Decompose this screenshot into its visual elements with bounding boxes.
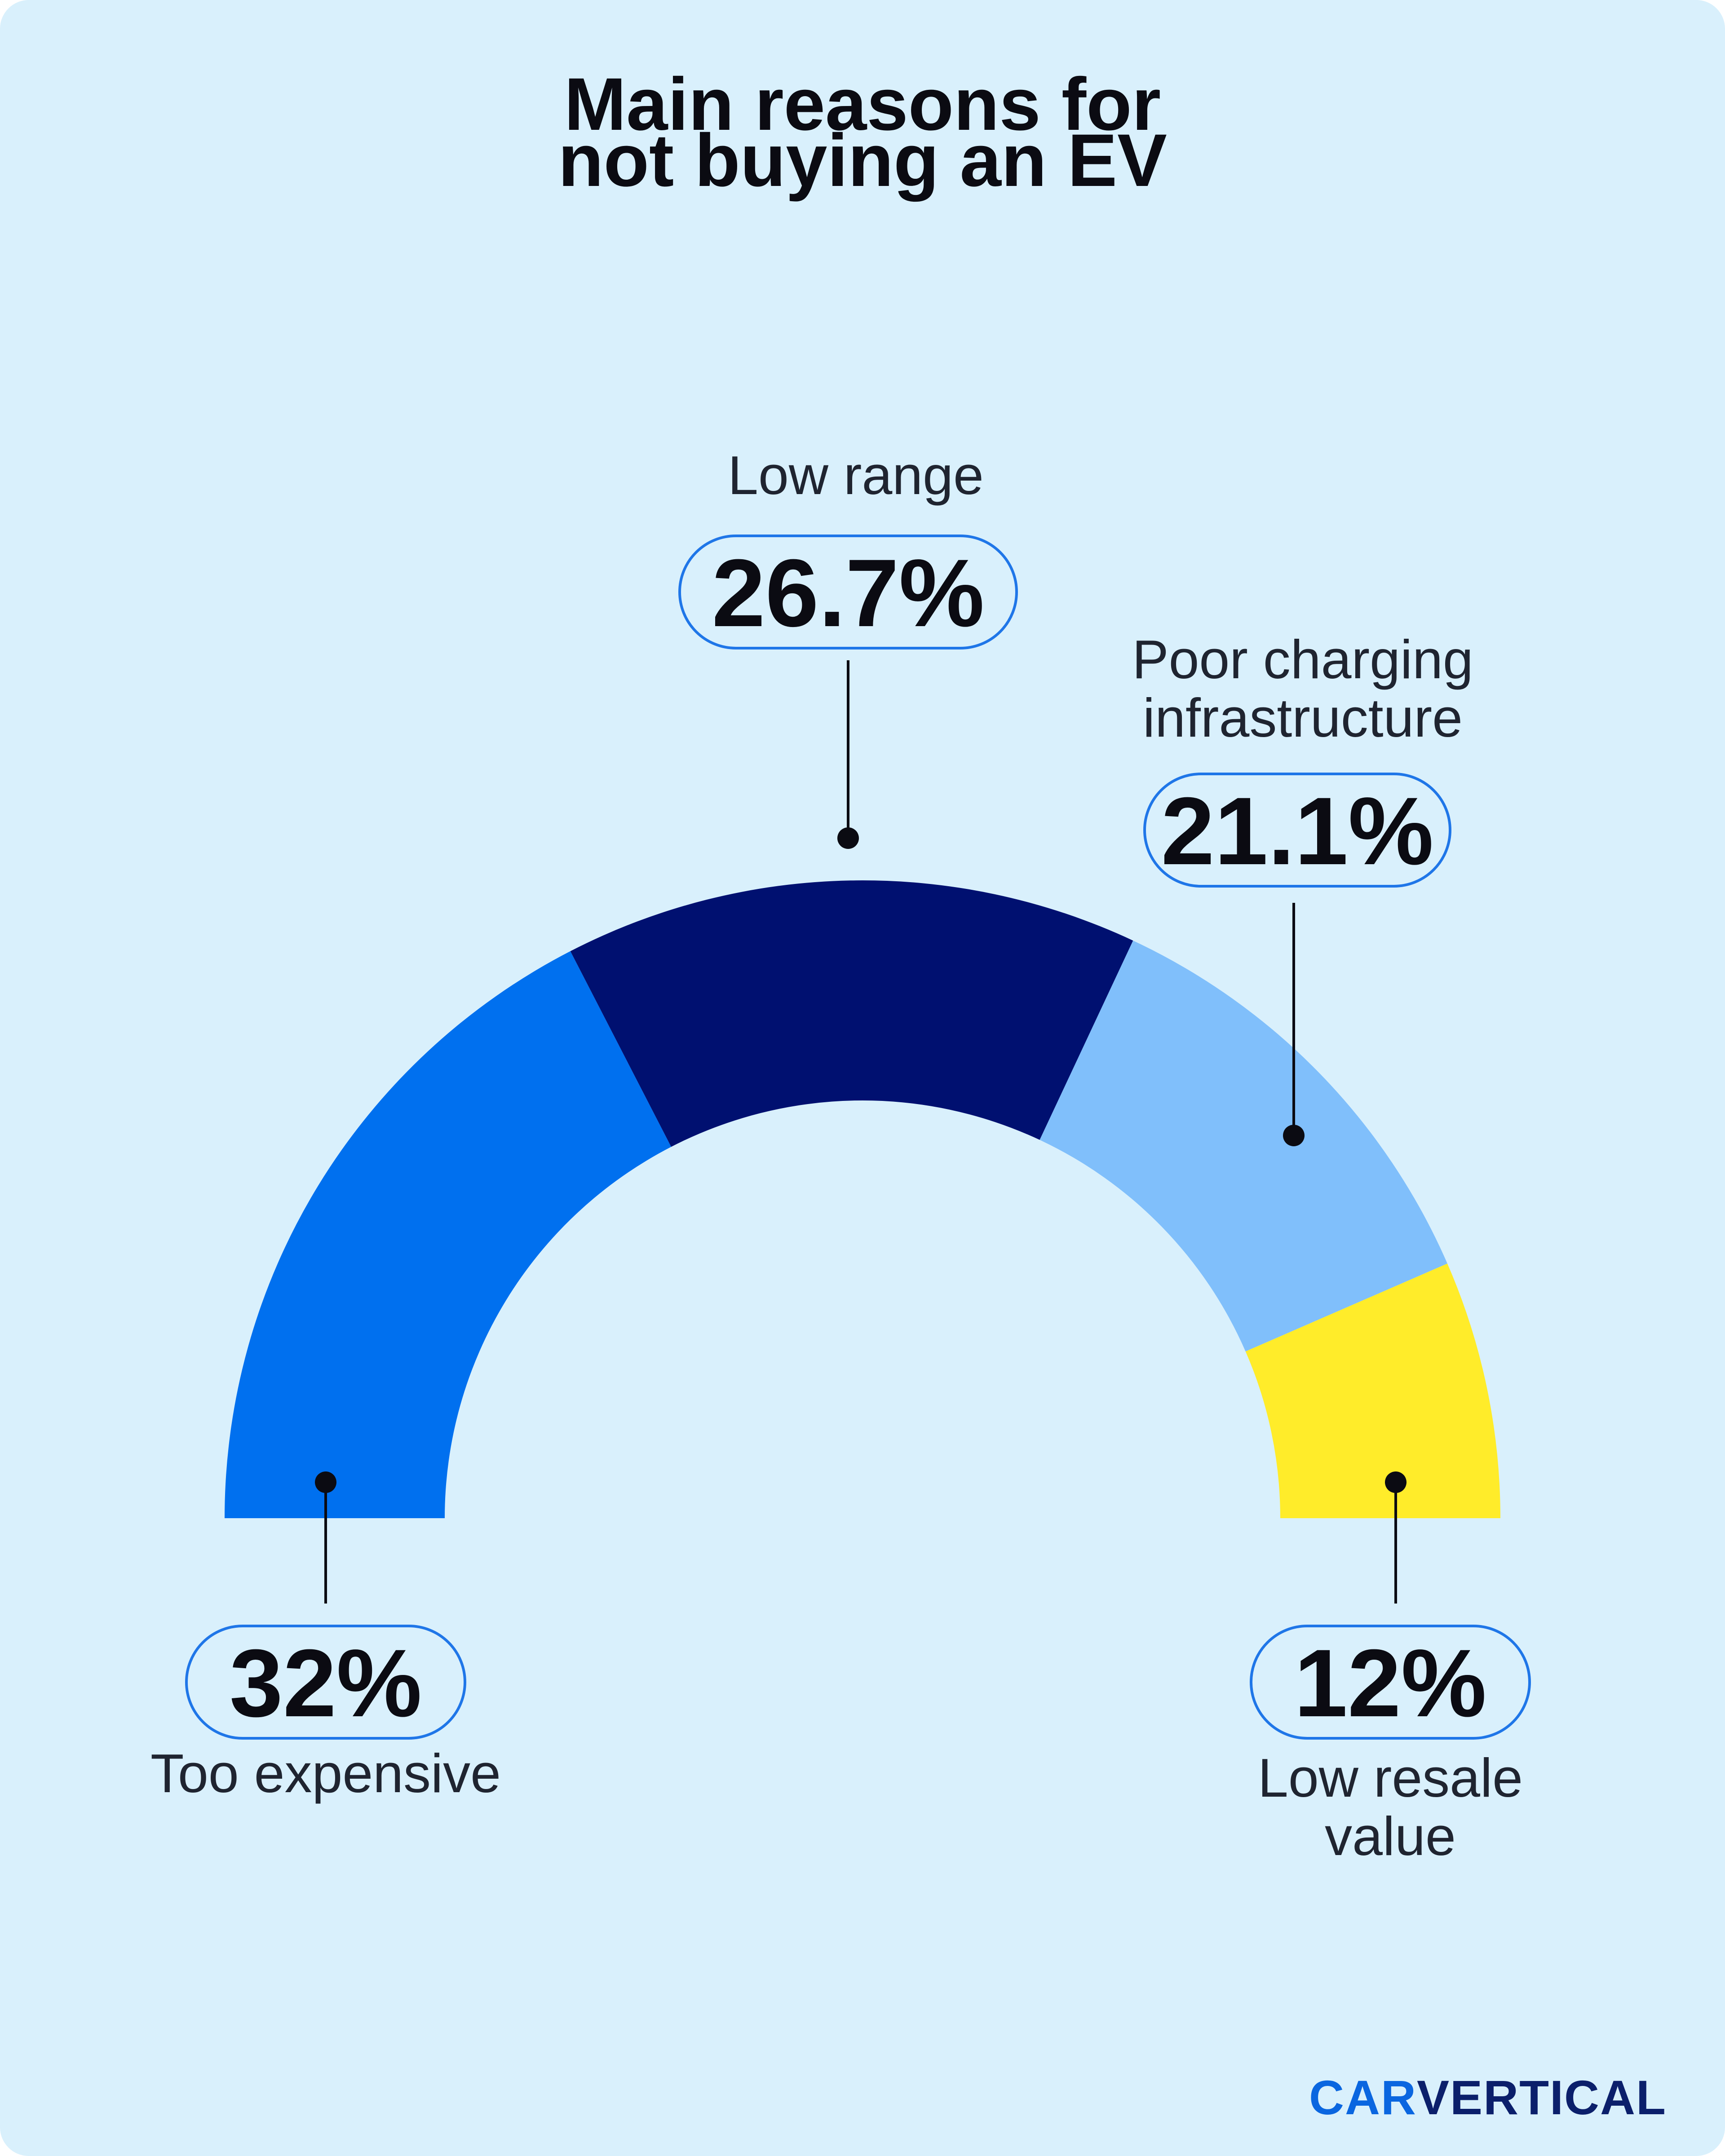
carvertical-logo: CAR VERTICAL bbox=[1309, 2069, 1667, 2125]
category-label-3-1: value bbox=[1325, 1806, 1456, 1867]
chart-title: Main reasons for not buying an EV bbox=[0, 63, 1725, 202]
value-label-1: 26.7% bbox=[712, 539, 985, 647]
value-pill-0 bbox=[185, 1625, 466, 1740]
category-label-0-0: Too expensive bbox=[150, 1743, 501, 1804]
category-label-3-0: Low resale bbox=[1258, 1747, 1523, 1808]
value-pill-1 bbox=[678, 535, 1018, 649]
leader-dot-2 bbox=[1283, 1125, 1305, 1146]
value-label-2: 21.1% bbox=[1161, 778, 1434, 885]
logo-part-car: CAR bbox=[1309, 2070, 1417, 2125]
category-label-1-0: Low range bbox=[728, 445, 984, 506]
leader-dot-3 bbox=[1385, 1471, 1407, 1493]
title-line-2: not buying an EV bbox=[558, 119, 1167, 202]
slice-1 bbox=[570, 880, 1133, 1147]
leader-dot-0 bbox=[315, 1471, 336, 1493]
logo-part-vertical: VERTICAL bbox=[1417, 2070, 1667, 2125]
leader-dot-1 bbox=[837, 827, 859, 849]
value-pill-3 bbox=[1250, 1625, 1531, 1740]
title-line-1: Main reasons for bbox=[564, 63, 1161, 146]
slice-2 bbox=[1039, 941, 1447, 1352]
value-label-0: 32% bbox=[230, 1630, 422, 1737]
value-label-3: 12% bbox=[1294, 1630, 1486, 1737]
slice-0 bbox=[225, 951, 672, 1518]
slice-3 bbox=[1245, 1264, 1500, 1518]
category-label-2-1: infrastructure bbox=[1143, 687, 1463, 748]
value-pill-2 bbox=[1143, 773, 1451, 888]
category-label-2-0: Poor charging bbox=[1132, 629, 1473, 690]
